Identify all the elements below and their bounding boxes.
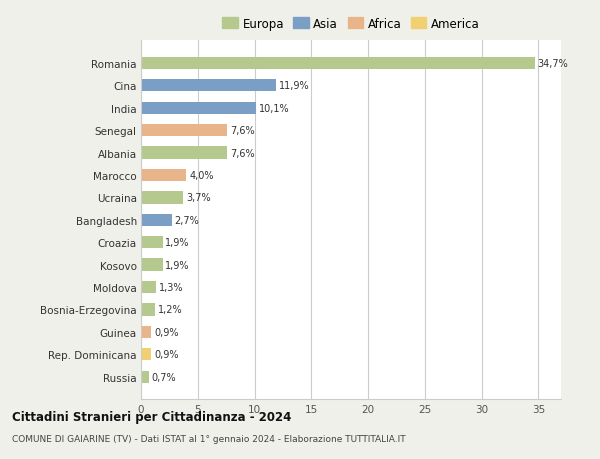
Bar bbox=[141, 236, 163, 249]
Text: COMUNE DI GAIARINE (TV) - Dati ISTAT al 1° gennaio 2024 - Elaborazione TUTTITALI: COMUNE DI GAIARINE (TV) - Dati ISTAT al … bbox=[12, 434, 406, 442]
Text: 1,3%: 1,3% bbox=[158, 282, 183, 292]
Bar bbox=[141, 281, 156, 294]
Bar bbox=[141, 125, 227, 137]
Bar bbox=[141, 80, 276, 92]
Bar bbox=[141, 259, 163, 271]
Text: 0,9%: 0,9% bbox=[154, 350, 179, 359]
Text: 1,9%: 1,9% bbox=[166, 238, 190, 248]
Bar bbox=[141, 348, 151, 361]
Text: 0,7%: 0,7% bbox=[152, 372, 176, 382]
Bar bbox=[141, 214, 172, 226]
Text: 11,9%: 11,9% bbox=[279, 81, 310, 91]
Text: 34,7%: 34,7% bbox=[538, 59, 568, 69]
Text: 10,1%: 10,1% bbox=[259, 103, 289, 113]
Text: 1,2%: 1,2% bbox=[157, 305, 182, 315]
Bar bbox=[141, 102, 256, 115]
Text: 7,6%: 7,6% bbox=[230, 126, 255, 136]
Text: 1,9%: 1,9% bbox=[166, 260, 190, 270]
Bar bbox=[141, 192, 183, 204]
Text: 2,7%: 2,7% bbox=[175, 215, 199, 225]
Legend: Europa, Asia, Africa, America: Europa, Asia, Africa, America bbox=[218, 13, 484, 35]
Bar bbox=[141, 371, 149, 383]
Bar bbox=[141, 57, 535, 70]
Text: 4,0%: 4,0% bbox=[189, 171, 214, 180]
Text: 3,7%: 3,7% bbox=[186, 193, 211, 203]
Text: 7,6%: 7,6% bbox=[230, 148, 255, 158]
Bar bbox=[141, 304, 155, 316]
Bar bbox=[141, 169, 187, 182]
Text: Cittadini Stranieri per Cittadinanza - 2024: Cittadini Stranieri per Cittadinanza - 2… bbox=[12, 410, 292, 423]
Bar bbox=[141, 326, 151, 338]
Bar bbox=[141, 147, 227, 159]
Text: 0,9%: 0,9% bbox=[154, 327, 179, 337]
